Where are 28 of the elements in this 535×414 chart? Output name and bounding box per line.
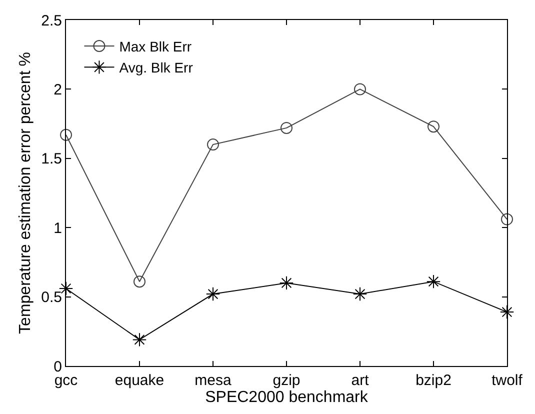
x-tick-label: mesa	[194, 372, 232, 389]
point	[280, 122, 292, 134]
point	[354, 83, 366, 96]
x-tick-label: equake	[114, 372, 164, 389]
legend-label: Max Blk Err	[119, 38, 192, 54]
point	[352, 286, 368, 302]
y-tick-label: 2.5	[41, 12, 62, 30]
point	[207, 138, 219, 151]
point	[206, 286, 220, 302]
y-tick-label: 1	[54, 220, 62, 237]
point	[500, 304, 514, 320]
point	[279, 276, 294, 290]
y-tick-label: 2	[54, 81, 62, 98]
point	[60, 128, 72, 141]
point	[428, 120, 440, 133]
y-axis-title: Temperature estimation error percent %	[17, 52, 34, 334]
x-tick-label: art	[351, 372, 370, 389]
legend-label: Avg. Blk Err	[119, 60, 194, 76]
y-tick-label: 0.5	[41, 289, 62, 306]
y-tick-label: 1.5	[41, 150, 62, 168]
x-tick-label: bzip2	[416, 372, 452, 389]
x-tick-label: gzip	[272, 372, 300, 389]
x-axis-title: SPEC2000 benchmark	[205, 389, 369, 406]
point	[132, 332, 147, 347]
point	[501, 213, 513, 226]
point	[426, 274, 441, 289]
point	[134, 276, 146, 288]
x-tick-label: twolf	[492, 372, 524, 389]
